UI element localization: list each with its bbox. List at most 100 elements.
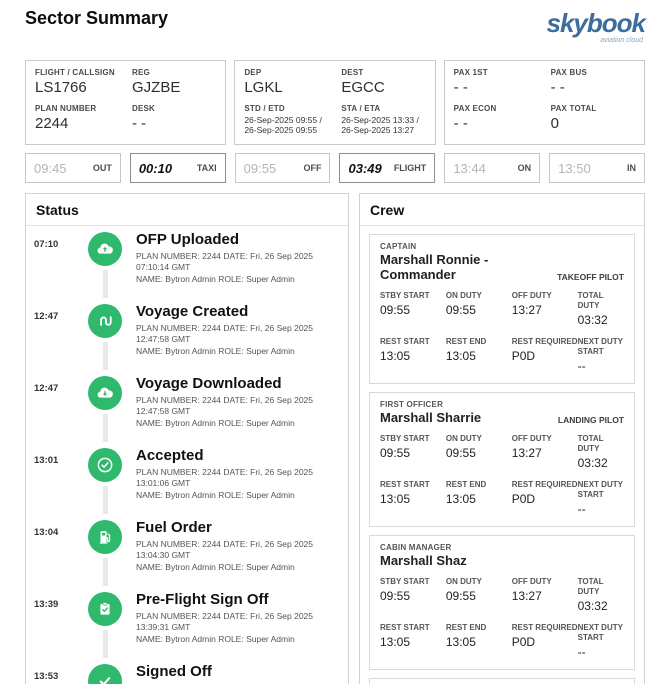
on-duty-value: 09:55	[445, 446, 476, 460]
on-duty-label: ON DUTY	[445, 434, 482, 443]
in-time-field[interactable]: 13:50 IN	[549, 153, 645, 183]
pax-total-label: PAX TOTAL	[550, 104, 597, 113]
status-time: 07:10	[34, 239, 59, 250]
rest-start-label: REST START	[380, 337, 430, 346]
flight-identity-box: FLIGHT / CALLSIGN LS1766 REG GJZBE PLAN …	[25, 60, 227, 145]
rest-end-label: REST END	[445, 623, 487, 632]
plan-number-value: 2244	[35, 115, 69, 132]
status-detail-line1: PLAN NUMBER: 2244 DATE: Fri, 26 Sep 2025…	[136, 538, 314, 560]
pax-total-value: 0	[550, 115, 559, 132]
crew-panel-title: Crew	[360, 194, 644, 226]
std-etd-label: STD / ETD	[244, 104, 285, 113]
off-time-value: 09:55	[243, 160, 277, 176]
pax-1st-label: PAX 1ST	[453, 68, 488, 77]
off-duty-value: 13:27	[511, 303, 542, 317]
stby-start-label: STBY START	[380, 291, 430, 300]
next-duty-start-label: NEXT DUTY START	[577, 337, 623, 356]
block-times-row: 09:45 OUT 00:10 TAXI 09:55 OFF 03:49 FLI…	[25, 153, 645, 183]
status-title: Accepted	[136, 447, 204, 464]
pax-bus-value: - -	[550, 79, 565, 96]
on-time-field[interactable]: 13:44 ON	[444, 153, 541, 183]
total-duty-value: 03:32	[577, 313, 608, 327]
cloud-upload-icon	[88, 232, 122, 266]
status-item-fuel-order: 13:04 Fuel Order PLAN NUMBER: 2244 DATE:…	[26, 514, 348, 586]
cloud-download-icon	[88, 376, 122, 410]
rest-required-value: P0D	[511, 349, 536, 363]
on-duty-value: 09:55	[445, 303, 476, 317]
off-duty-label: OFF DUTY	[511, 434, 552, 443]
status-detail-line1: PLAN NUMBER: 2244 DATE: Fri, 26 Sep 2025…	[136, 394, 314, 416]
status-detail-line1: PLAN NUMBER: 2244 DATE: Fri, 26 Sep 2025…	[136, 683, 336, 684]
next-duty-start-label: NEXT DUTY START	[577, 480, 623, 499]
in-time-label: IN	[626, 163, 636, 173]
off-duty-label: OFF DUTY	[511, 577, 552, 586]
rest-end-value: 13:05	[445, 635, 476, 649]
crew-card-first-officer: FIRST OFFICER Marshall Sharrie LANDING P…	[369, 392, 635, 527]
timeline-connector	[102, 486, 108, 514]
crew-name: Marshall Sharrie	[380, 410, 482, 425]
total-duty-value: 03:32	[577, 599, 608, 613]
status-detail-line2: NAME: Bytron Admin ROLE: Super Admin	[136, 633, 295, 644]
rest-end-value: 13:05	[445, 349, 476, 363]
rest-start-value: 13:05	[380, 492, 411, 506]
total-duty-label: TOTAL DUTY	[577, 291, 604, 310]
out-time-value: 09:45	[34, 160, 67, 176]
timeline-connector	[102, 414, 108, 442]
route-icon	[88, 304, 122, 338]
off-time-label: OFF	[303, 163, 322, 173]
taxi-time-label: TAXI	[196, 163, 217, 173]
off-duty-value: 13:27	[511, 589, 542, 603]
on-duty-label: ON DUTY	[445, 291, 482, 300]
rest-start-label: REST START	[380, 480, 430, 489]
dep-value: LGKL	[244, 79, 283, 96]
timeline-connector	[102, 558, 108, 586]
flight-info-row: FLIGHT / CALLSIGN LS1766 REG GJZBE PLAN …	[25, 60, 645, 145]
rest-start-value: 13:05	[380, 635, 411, 649]
dest-label: DEST	[341, 68, 364, 77]
status-detail-line1: PLAN NUMBER: 2244 DATE: Fri, 26 Sep 2025…	[136, 610, 314, 632]
logo-tagline: aviation cloud	[600, 37, 643, 44]
taxi-time-field[interactable]: 00:10 TAXI	[129, 153, 226, 183]
desk-field: DESK - -	[132, 104, 216, 136]
stby-start-value: 09:55	[380, 303, 411, 317]
reg-field: REG GJZBE	[132, 68, 216, 100]
out-time-label: OUT	[92, 163, 112, 173]
status-time: 13:01	[34, 455, 59, 466]
rest-end-value: 13:05	[445, 492, 476, 506]
total-duty-label: TOTAL DUTY	[577, 577, 604, 596]
rest-required-label: REST REQUIRED	[511, 480, 578, 489]
out-time-field[interactable]: 09:45 OUT	[25, 153, 121, 183]
flight-time-field[interactable]: 03:49 FLIGHT	[339, 153, 436, 183]
timeline-connector	[102, 270, 108, 298]
status-time: 12:47	[34, 311, 59, 322]
flight-callsign-label: FLIGHT / CALLSIGN	[35, 68, 115, 77]
status-title: Signed Off	[136, 663, 212, 680]
skybook-logo: skybook aviation cloud	[547, 6, 646, 44]
pax-econ-label: PAX ECON	[453, 104, 497, 113]
rest-end-label: REST END	[445, 480, 487, 489]
crew-name: Marshall Ronnie - Commander	[380, 252, 489, 282]
landing-pilot-badge: LANDING PILOT	[557, 415, 624, 425]
status-item-voyage-downloaded: 12:47 Voyage Downloaded PLAN NUMBER: 224…	[26, 370, 348, 442]
dep-field: DEP LGKL	[244, 68, 341, 100]
dest-value: EGCC	[341, 79, 385, 96]
flight-callsign-field: FLIGHT / CALLSIGN LS1766	[35, 68, 132, 100]
plan-number-field: PLAN NUMBER 2244	[35, 104, 132, 136]
on-time-value: 13:44	[453, 160, 486, 176]
pax-1st-value: - -	[453, 79, 468, 96]
pax-econ-field: PAX ECON - -	[454, 104, 551, 136]
status-title: Fuel Order	[136, 519, 212, 536]
pax-box: PAX 1ST - - PAX BUS - - PAX ECON - - PAX…	[443, 60, 645, 145]
off-time-field[interactable]: 09:55 OFF	[234, 153, 331, 183]
reg-label: REG	[131, 68, 150, 77]
pax-econ-value: - -	[453, 115, 468, 132]
status-detail-line2: NAME: Bytron Admin ROLE: Super Admin	[136, 345, 295, 356]
dest-field: DEST EGCC	[341, 68, 425, 100]
timeline-connector	[102, 342, 108, 370]
total-duty-value: 03:32	[577, 456, 608, 470]
status-item-pre-flight-sign-off: 13:39 Pre-Flight Sign Off PLAN NUMBER: 2…	[26, 586, 348, 658]
status-time: 13:39	[34, 599, 59, 610]
crew-panel: Crew CAPTAIN Marshall Ronnie - Commander…	[359, 193, 645, 684]
status-title: Pre-Flight Sign Off	[136, 591, 269, 608]
crew-card-captain: CAPTAIN Marshall Ronnie - Commander TAKE…	[369, 234, 635, 384]
